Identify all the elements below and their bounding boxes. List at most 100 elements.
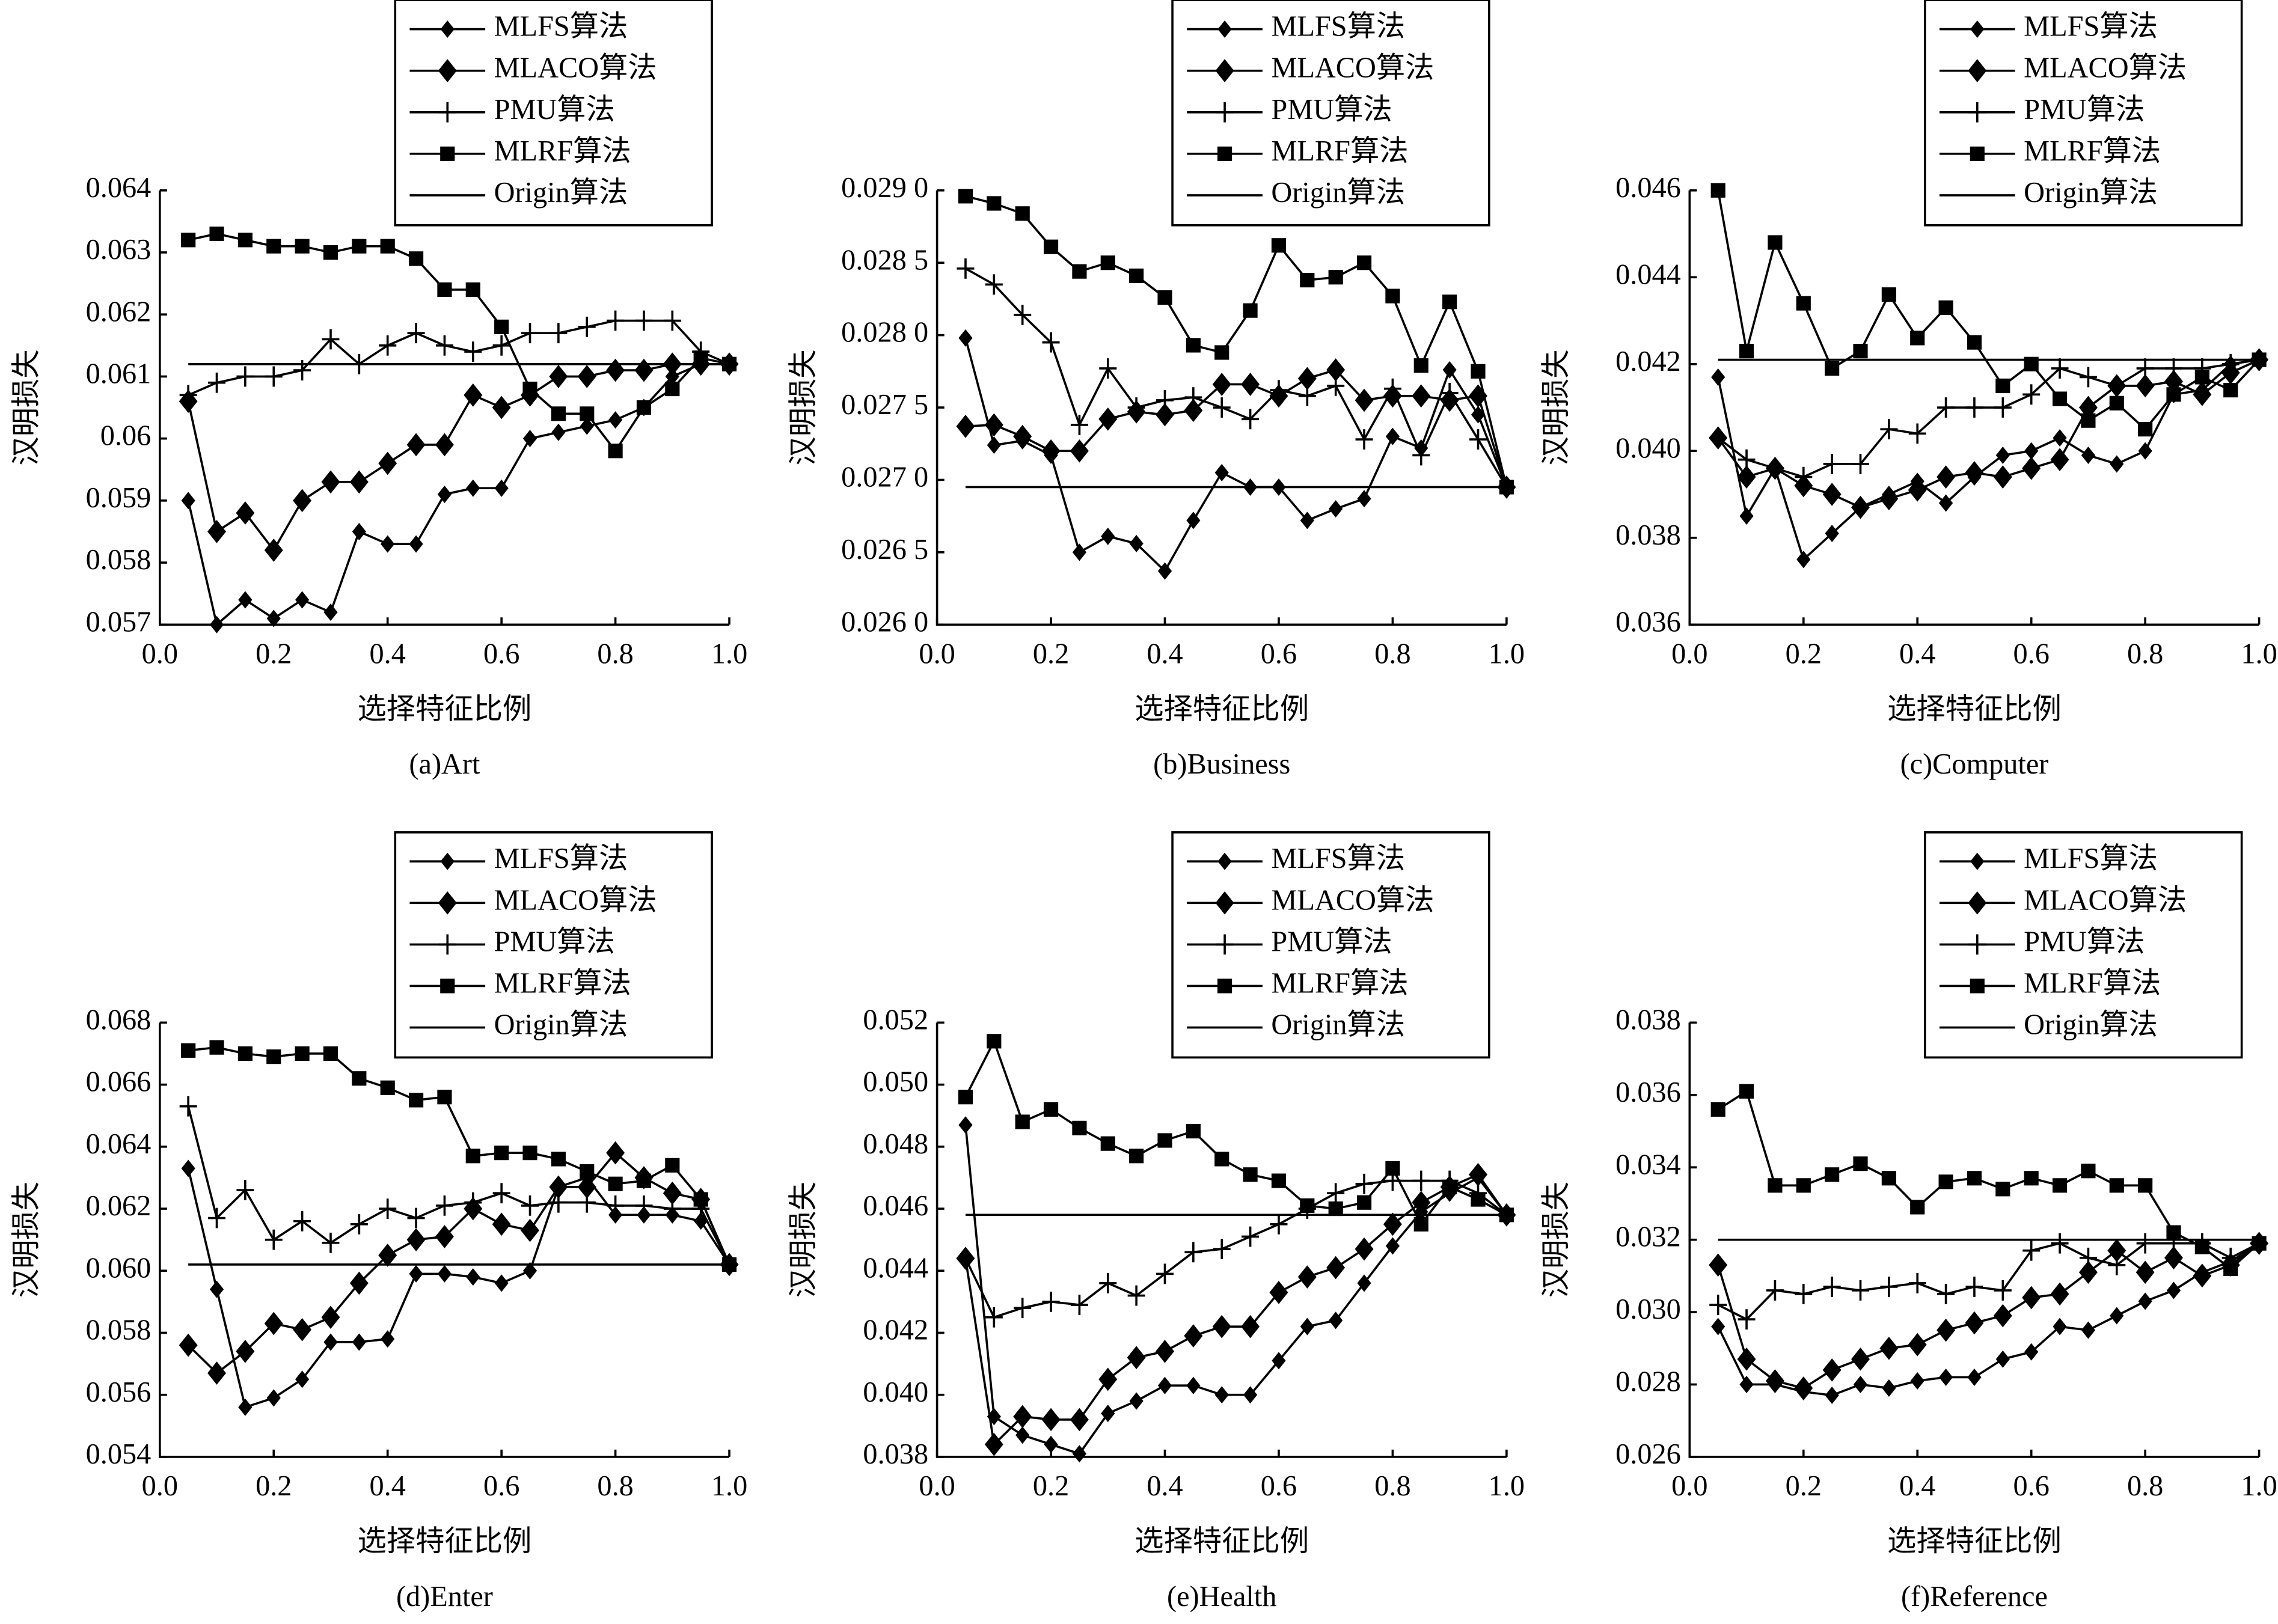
marker [408, 1093, 424, 1108]
legend-label: MLRF算法 [1271, 135, 1408, 167]
marker [1709, 427, 1727, 448]
marker [2107, 1239, 2126, 1263]
marker [608, 444, 623, 459]
y-tick-label: 0.027 5 [841, 389, 928, 421]
marker [1213, 1239, 1231, 1260]
marker [1326, 358, 1346, 382]
legend-label: MLFS算法 [494, 843, 628, 875]
x-tick-label: 0.2 [1786, 638, 1822, 670]
marker [2138, 422, 2153, 437]
legend-label: MLACO算法 [1271, 884, 1434, 916]
marker [1070, 439, 1089, 463]
marker [2052, 391, 2068, 406]
y-tick-label: 0.040 [863, 1376, 928, 1408]
caption: (f)Reference [1901, 1581, 2048, 1613]
marker [265, 366, 283, 387]
marker [1186, 511, 1201, 530]
marker [378, 451, 397, 475]
marker [494, 1146, 509, 1161]
marker [2022, 384, 2041, 405]
y-tick-label: 0.046 [1615, 172, 1681, 204]
marker [2193, 383, 2212, 406]
marker [2166, 1281, 2181, 1299]
y-tick-label: 0.030 [1615, 1293, 1681, 1325]
marker [1013, 1405, 1032, 1429]
marker [578, 316, 596, 337]
marker [492, 1183, 510, 1204]
marker [494, 479, 509, 497]
marker [1186, 338, 1201, 353]
marker [181, 492, 195, 510]
marker [1214, 345, 1229, 360]
marker [1186, 1376, 1201, 1394]
marker [2110, 455, 2124, 473]
marker [440, 146, 455, 161]
legend-label: MLRF算法 [2024, 135, 2161, 167]
marker [693, 350, 708, 365]
marker [958, 189, 973, 204]
subplot: 0.054 0.056 0.058 0.060 0.062 0.064 0.066 0.068… [10, 831, 747, 1613]
marker [321, 470, 340, 494]
marker [1908, 1272, 1926, 1293]
marker [323, 245, 338, 260]
y-tick-label: 0.064 [86, 172, 152, 204]
marker [2221, 353, 2240, 374]
marker [663, 1181, 682, 1205]
series-line [965, 267, 1508, 488]
marker [494, 319, 509, 334]
marker [1184, 398, 1203, 423]
marker [349, 1271, 369, 1295]
marker [1881, 1171, 1896, 1186]
marker [1217, 20, 1232, 38]
marker [1042, 332, 1060, 353]
x-axis-label: 选择特征比例 [1887, 693, 2062, 725]
marker [1129, 1149, 1144, 1164]
marker [1796, 1178, 1811, 1193]
marker [1995, 446, 2010, 464]
marker [438, 59, 457, 82]
marker [1822, 483, 1842, 506]
marker [440, 20, 455, 38]
marker [2053, 1317, 2067, 1336]
marker [1156, 390, 1174, 411]
marker [2164, 358, 2182, 379]
marker [1823, 454, 1841, 474]
marker [1213, 397, 1231, 418]
marker [1853, 344, 1868, 359]
marker [381, 535, 395, 553]
marker [663, 310, 681, 331]
marker [1217, 852, 1232, 870]
marker [2024, 442, 2039, 460]
marker [1995, 1350, 2010, 1368]
marker [1327, 1183, 1345, 1204]
marker [1882, 1379, 1896, 1397]
x-tick-label: 0.2 [256, 1470, 292, 1502]
marker [2136, 1233, 2154, 1254]
y-tick-label: 0.058 [86, 544, 152, 576]
marker [1970, 978, 1985, 994]
marker [1297, 1265, 1317, 1289]
marker [380, 1080, 395, 1095]
marker [1442, 361, 1457, 379]
marker [2081, 1321, 2096, 1339]
marker [665, 381, 680, 397]
marker [1739, 1084, 1754, 1099]
marker [440, 852, 455, 870]
marker [2110, 1307, 2124, 1325]
marker [179, 1333, 198, 1357]
legend-label: MLACO算法 [2024, 52, 2187, 84]
marker [1217, 978, 1232, 994]
marker [2136, 374, 2155, 398]
y-tick-label: 0.046 [863, 1190, 928, 1222]
marker [236, 501, 255, 525]
marker [694, 1212, 708, 1230]
marker [295, 1046, 310, 1061]
marker [1356, 1195, 1372, 1210]
marker [1241, 373, 1260, 396]
legend-label: Origin算法 [1271, 177, 1405, 209]
marker [1212, 1314, 1231, 1339]
marker [323, 1333, 338, 1351]
marker [350, 1213, 368, 1235]
